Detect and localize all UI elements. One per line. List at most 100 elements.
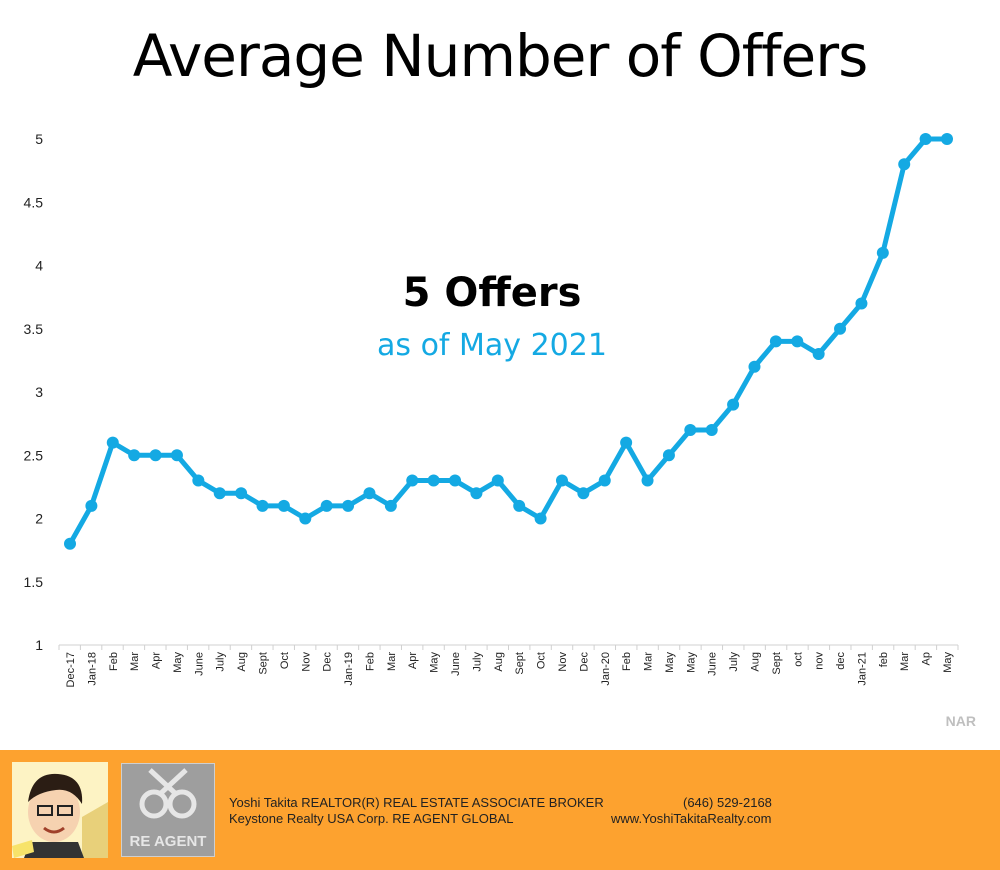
- data-point: [64, 537, 76, 550]
- data-point: [320, 499, 333, 512]
- data-point: [684, 423, 697, 436]
- data-point: [705, 423, 718, 436]
- x-tick-label: June: [193, 652, 205, 676]
- logo-text: RE AGENT: [129, 833, 207, 850]
- x-tick-label: Aug: [493, 652, 505, 672]
- annotation-subline: as of May 2021: [377, 328, 607, 363]
- x-tick-label: Jan-18: [86, 652, 98, 686]
- x-tick-label: Apr: [151, 652, 163, 669]
- x-tick-label: Dec-17: [65, 652, 77, 687]
- x-tick-label: oct: [792, 652, 804, 667]
- x-tick-label: nov: [814, 652, 826, 670]
- y-axis: 1 1.5 2 2.5 3 3.5 4 4.5 5: [24, 131, 44, 653]
- data-point: [748, 360, 761, 373]
- data-point: [384, 499, 397, 512]
- x-tick-label: June: [450, 652, 462, 676]
- x-tick-label: Oct: [536, 652, 548, 669]
- data-point: [277, 499, 290, 512]
- company-name: Keystone Realty USA Corp. RE AGENT GLOBA…: [229, 811, 514, 826]
- x-tick-label: Feb: [108, 652, 120, 671]
- x-tick-label: Apr: [407, 652, 419, 669]
- y-tick-label: 1: [35, 637, 43, 653]
- website-link[interactable]: www.YoshiTakitaRealty.com: [611, 811, 772, 826]
- y-tick-label: 5: [35, 131, 43, 147]
- data-point: [555, 474, 568, 487]
- y-tick-label: 3: [35, 384, 43, 400]
- data-point: [577, 487, 590, 500]
- data-point: [342, 499, 355, 512]
- data-point: [106, 436, 119, 449]
- agent-name: Yoshi Takita REALTOR(R) REAL ESTATE ASSO…: [229, 795, 604, 810]
- data-point: [876, 246, 889, 259]
- data-point: [791, 335, 804, 348]
- data-point: [919, 133, 932, 145]
- data-point: [213, 487, 226, 500]
- x-tick-label: July: [728, 652, 740, 672]
- data-point: [513, 499, 526, 512]
- agent-caricature-icon: [12, 762, 108, 858]
- x-tick-label: Jan-20: [600, 652, 612, 686]
- x-tick-label: May: [664, 652, 676, 673]
- page-title: Average Number of Offers: [132, 22, 869, 90]
- data-point: [363, 487, 376, 500]
- data-point: [769, 335, 782, 348]
- x-tick-label: Jan-19: [343, 652, 355, 686]
- x-tick-label: May: [172, 652, 184, 673]
- x-tick-label: Nov: [557, 652, 569, 672]
- data-point: [662, 449, 675, 462]
- data-point: [256, 499, 269, 512]
- x-tick-label: May: [685, 652, 697, 673]
- x-axis: Dec-17 Jan-18 Feb Mar Apr May June July Aug Sept O…: [58, 644, 959, 687]
- footer-bar: RE AGENT Yoshi Takita REALTOR(R) REAL ES…: [0, 750, 1000, 870]
- data-point: [149, 449, 162, 462]
- line-chart: 1 1.5 2 2.5 3 3.5 4 4.5 5 Dec-17 Jan-18 Feb Mar Apr M…: [24, 131, 959, 687]
- x-tick-label: May: [429, 652, 441, 673]
- x-tick-label: July: [215, 652, 227, 672]
- data-point: [192, 474, 205, 487]
- data-point: [855, 297, 868, 310]
- data-point: [598, 474, 611, 487]
- x-tick-label: Aug: [236, 652, 248, 672]
- x-tick-label: May: [942, 652, 954, 673]
- x-tick-label: Jan-21: [856, 652, 868, 686]
- data-point: [299, 512, 312, 525]
- data-point: [449, 474, 462, 487]
- x-tick-label: Aug: [749, 652, 761, 672]
- y-tick-label: 3.5: [24, 321, 44, 337]
- x-tick-label: Feb: [364, 652, 376, 671]
- x-tick-label: dec: [835, 652, 847, 670]
- data-point: [128, 449, 141, 462]
- x-tick-label: July: [471, 652, 483, 672]
- x-tick-label: Mar: [643, 652, 655, 671]
- annotation-headline: 5 Offers: [402, 270, 582, 316]
- x-tick-label: Sept: [514, 652, 526, 675]
- data-point: [727, 398, 740, 411]
- data-point: [641, 474, 654, 487]
- x-tick-label: Feb: [621, 652, 633, 671]
- x-tick-label: feb: [878, 652, 890, 667]
- data-point: [235, 487, 248, 500]
- data-point: [85, 499, 98, 512]
- data-point: [812, 348, 825, 361]
- x-tick-label: June: [707, 652, 719, 676]
- y-tick-label: 1.5: [24, 574, 44, 590]
- x-tick-label: Mar: [129, 652, 141, 671]
- x-tick-label: Sept: [771, 652, 783, 675]
- data-point: [834, 322, 847, 335]
- x-tick-label: Sept: [258, 652, 270, 675]
- data-point: [898, 158, 911, 171]
- y-tick-label: 4.5: [24, 194, 44, 210]
- x-tick-label: Mar: [386, 652, 398, 671]
- x-tick-label: Mar: [899, 652, 911, 671]
- data-point: [427, 474, 440, 487]
- re-agent-keys-logo-icon: RE AGENT: [121, 763, 215, 857]
- x-tick-label: Oct: [279, 652, 291, 669]
- data-point: [406, 474, 419, 487]
- x-tick-label: Dec: [578, 652, 590, 672]
- x-tick-label: Nov: [300, 652, 312, 672]
- data-point: [620, 436, 633, 449]
- phone-number: (646) 529-2168: [683, 795, 772, 810]
- y-tick-label: 2.5: [24, 447, 44, 463]
- y-tick-label: 2: [35, 511, 43, 527]
- data-point: [534, 512, 547, 525]
